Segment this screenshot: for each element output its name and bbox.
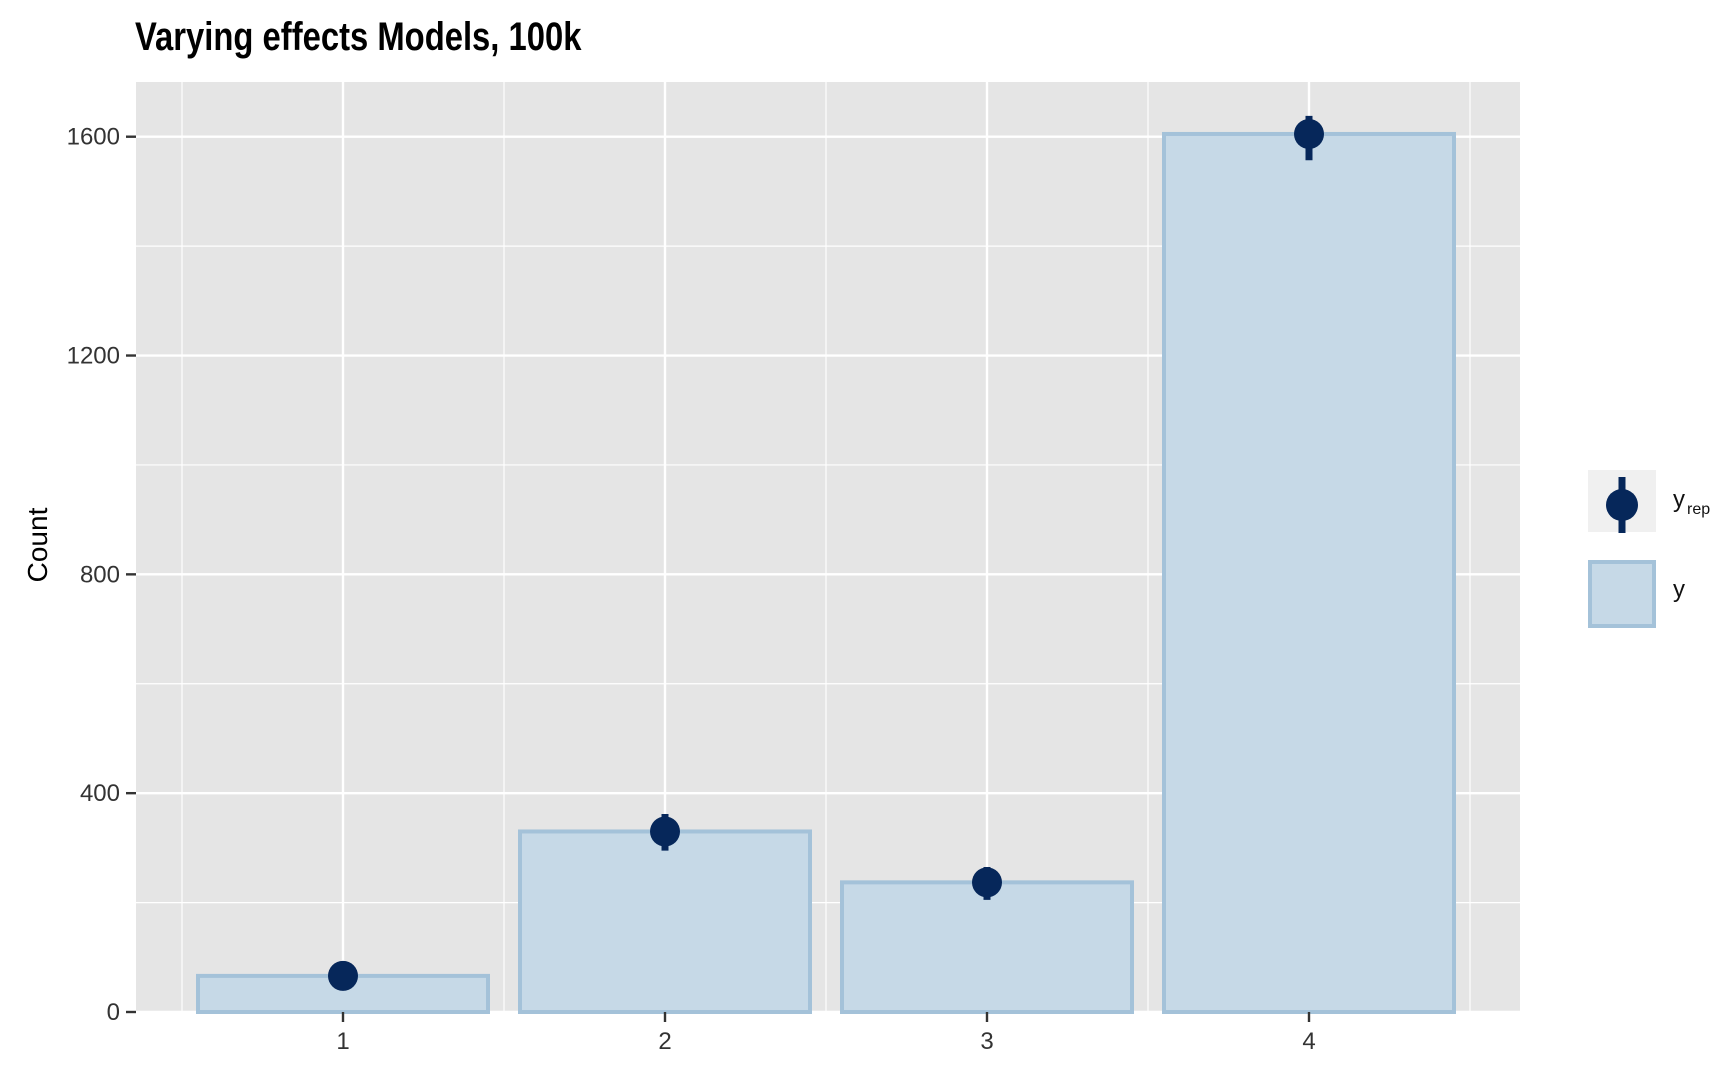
x-tick-label: 4	[1302, 1028, 1315, 1055]
legend-label-y: y	[1673, 576, 1685, 603]
legend-label-yrep-subscript: rep	[1687, 501, 1710, 518]
y-tick-label: 400	[80, 780, 120, 807]
y-tick-label: 0	[107, 999, 120, 1026]
point-1	[328, 960, 358, 991]
x-tick-label: 1	[336, 1028, 349, 1055]
y-axis-title: Count	[22, 507, 53, 582]
bar-2	[518, 829, 812, 1014]
y-tick-label: 1200	[67, 343, 120, 370]
legend-label-yrep-main: y	[1673, 486, 1685, 513]
bar-4	[1162, 131, 1456, 1014]
y-tick-label: 1600	[67, 124, 120, 151]
legend-label-yrep: y rep	[1673, 486, 1710, 518]
chart-title: Varying effects Models, 100k	[135, 14, 582, 59]
bar-3	[840, 880, 1134, 1014]
point-3	[972, 867, 1002, 898]
plot-panel: 0 400 800 1200 1600 1 2 3 4	[67, 82, 1520, 1055]
legend-key-y	[1588, 560, 1656, 628]
x-tick-label: 2	[658, 1028, 671, 1055]
point-4	[1294, 118, 1324, 149]
x-tick-label: 3	[980, 1028, 993, 1055]
legend-key-yrep-point	[1606, 489, 1638, 521]
point-2	[650, 816, 680, 847]
y-tick-label: 800	[80, 561, 120, 588]
